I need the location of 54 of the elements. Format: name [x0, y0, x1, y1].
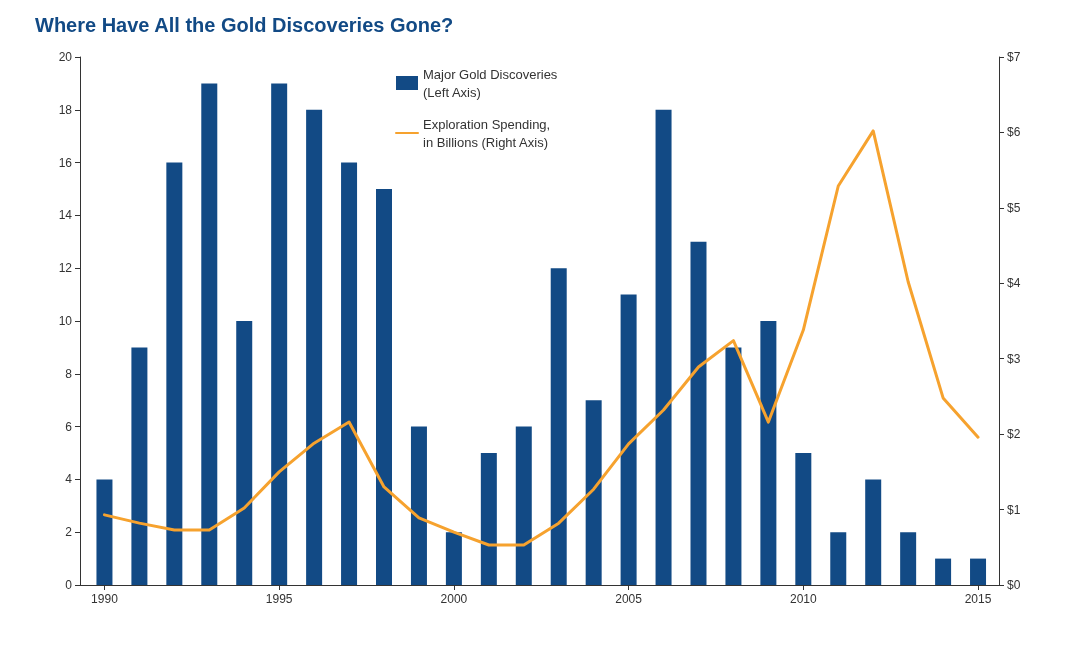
bar [655, 109, 672, 585]
bar [935, 558, 952, 585]
bar [725, 347, 742, 585]
bar [900, 532, 917, 585]
y-tick-label: 10 [58, 314, 73, 328]
bar [585, 400, 602, 585]
y2-tick-label: $6 [1007, 125, 1021, 140]
x-tick-label: 1995 [265, 592, 293, 606]
y2-tick-label: $2 [1007, 427, 1021, 442]
bar [865, 479, 882, 585]
bar [96, 479, 113, 585]
y-tick-label: 20 [58, 50, 73, 64]
y2-tick-label: $0 [1007, 578, 1021, 592]
y2-tick-label: $7 [1007, 50, 1021, 64]
y-tick-label: 2 [65, 525, 73, 540]
bar [515, 426, 532, 585]
y-tick-label: 4 [65, 472, 73, 487]
bar [341, 162, 358, 585]
bar [445, 532, 462, 585]
y-tick-label: 0 [65, 578, 73, 592]
y-tick-label: 8 [65, 366, 73, 381]
y2-tick-label: $5 [1007, 200, 1021, 215]
bar [166, 162, 183, 585]
bar [550, 268, 567, 585]
bar [760, 321, 777, 585]
bar [236, 321, 253, 585]
bar [830, 532, 847, 585]
x-tick-label: 1990 [91, 592, 119, 606]
bar [620, 294, 637, 585]
bar [131, 347, 148, 585]
bar [306, 109, 323, 585]
legend-label: Major Gold Discoveries (Left Axis) [423, 66, 558, 100]
y2-tick-label: $1 [1007, 502, 1021, 517]
bar [480, 453, 497, 585]
legend-label: Exploration Spending, in Billions (Right Axis) [423, 116, 551, 150]
y-tick-label: 18 [58, 102, 73, 117]
bar [690, 241, 707, 585]
bar [271, 83, 288, 585]
bar [970, 558, 987, 585]
y-tick-label: 14 [58, 208, 73, 223]
x-tick-label: 2015 [964, 592, 992, 606]
y-tick-label: 16 [58, 155, 73, 170]
x-tick-label: 2000 [440, 592, 468, 606]
y-tick-label: 6 [65, 419, 73, 434]
bar [410, 426, 427, 585]
bar [795, 453, 812, 585]
y-tick-label: 12 [58, 261, 73, 276]
chart-title: Where Have All the Gold Discoveries Gone? [35, 14, 454, 36]
x-tick-label: 2005 [615, 592, 643, 606]
bar [376, 189, 392, 585]
x-tick-label: 2010 [789, 592, 817, 606]
y2-tick-label: $3 [1007, 351, 1021, 366]
bar [201, 83, 218, 585]
y2-tick-label: $4 [1007, 276, 1021, 291]
